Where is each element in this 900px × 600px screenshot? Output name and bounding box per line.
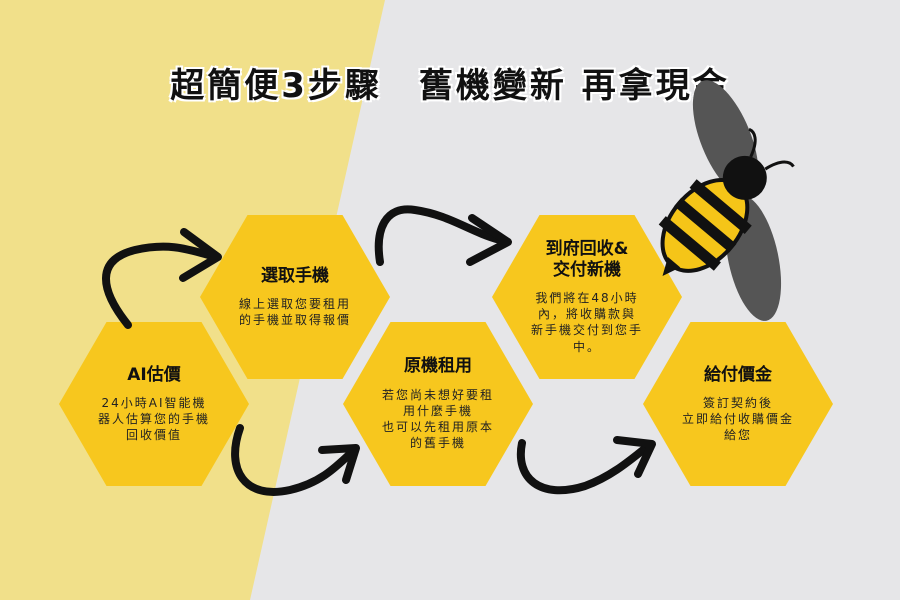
step-ai-estimate: AI估價 24小時AI智能機 器人估算您的手機 回收價值 (59, 322, 249, 486)
step-description: 24小時AI智能機 器人估算您的手機 回收價值 (97, 395, 210, 443)
step-description: 線上選取您要租用 的手機並取得報價 (238, 297, 351, 328)
step-home-delivery: 到府回收& 交付新機 我們將在48小時 內，將收購款與 新手機交付到您手 中。 (492, 215, 682, 379)
step-description: 簽訂契約後 立即給付收購價金 給您 (681, 395, 794, 443)
step-title: 選取手機 (261, 265, 329, 286)
step-description: 我們將在48小時 內，將收購款與 新手機交付到您手 中。 (530, 291, 643, 354)
step-title: 原機租用 (404, 356, 472, 377)
step-pay-cash: 給付價金 簽訂契約後 立即給付收購價金 給您 (643, 322, 833, 486)
step-title: AI估價 (127, 364, 181, 385)
step-title: 給付價金 (704, 364, 772, 385)
step-description: 若您尚未想好要租 用什麼手機 也可以先租用原本 的舊手機 (381, 387, 494, 451)
step-title: 到府回收& 交付新機 (545, 239, 629, 280)
